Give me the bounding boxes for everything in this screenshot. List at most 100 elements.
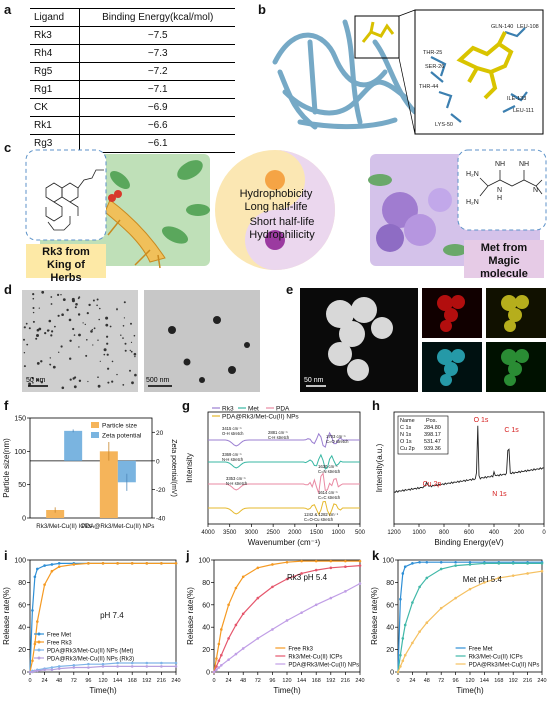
x-tick-label: 48 bbox=[424, 678, 430, 684]
data-point bbox=[43, 583, 46, 586]
panel-label-d: d bbox=[4, 282, 12, 297]
legend-label: PDA@Rk3/Met-Cu(II) NPs bbox=[288, 663, 359, 669]
x-tick-label: 168 bbox=[494, 678, 503, 684]
y2-tick-label: -20 bbox=[156, 487, 166, 494]
data-point bbox=[57, 565, 61, 569]
rk3-caption: Rk3 from King of Herbs bbox=[42, 246, 90, 284]
y-tick-label: 60 bbox=[202, 602, 210, 609]
peak-annotation: O-H stretch bbox=[222, 431, 244, 436]
data-point bbox=[130, 665, 134, 668]
data-point bbox=[130, 661, 134, 665]
svg-text:GLN-140: GLN-140 bbox=[491, 24, 513, 30]
spectrum-line bbox=[208, 431, 360, 448]
x-tick-label: 96 bbox=[85, 678, 91, 684]
y-tick-label: 50 bbox=[18, 482, 26, 489]
x-tick-label: 24 bbox=[409, 678, 415, 684]
data-point bbox=[483, 581, 486, 584]
tem-particle bbox=[62, 298, 66, 301]
x-tick-label: 600 bbox=[464, 530, 475, 536]
panel-label-a: a bbox=[4, 2, 12, 17]
haadf-particles bbox=[326, 297, 393, 381]
tem-particle bbox=[124, 349, 127, 352]
tem-particle bbox=[23, 326, 26, 329]
x-tick-label: 144 bbox=[113, 678, 122, 684]
peak-annotation: C=C stretch bbox=[318, 495, 341, 500]
y-tick-label: 80 bbox=[386, 580, 394, 587]
table-row: Rh4 −7.3 bbox=[30, 44, 235, 63]
tem-particle bbox=[28, 382, 32, 386]
chart-k: 0 20 40 60 80 100 0 24 48 72 96 120 144 168 192 216 240 T… bbox=[370, 558, 547, 696]
tem-particle bbox=[122, 325, 125, 327]
tem-particle bbox=[78, 379, 82, 382]
data-point bbox=[174, 562, 178, 565]
svg-text:H: H bbox=[497, 195, 502, 202]
tem-particle bbox=[111, 380, 114, 383]
table-row: Rg3 −6.1 bbox=[30, 134, 235, 153]
svg-text:SER-26: SER-26 bbox=[425, 64, 444, 70]
y-axis-label: Intensity bbox=[185, 453, 194, 483]
data-point bbox=[271, 628, 274, 631]
tem-particle bbox=[23, 365, 26, 368]
data-point bbox=[160, 562, 163, 565]
tem-particle bbox=[49, 357, 51, 359]
legend-marker bbox=[37, 632, 41, 636]
legend-label: Free Rk3 bbox=[47, 641, 72, 647]
ginseng-root-icon bbox=[104, 190, 166, 269]
x-tick-label: 1200 bbox=[387, 530, 401, 536]
plot-frame bbox=[29, 417, 153, 519]
x-tick-label: 500 bbox=[355, 530, 366, 536]
y-tick-label: 60 bbox=[18, 602, 26, 609]
data-point bbox=[285, 560, 289, 564]
tem-particles-2 bbox=[168, 316, 250, 383]
tem-particle bbox=[105, 323, 109, 327]
tem-particle bbox=[78, 346, 80, 348]
data-point bbox=[36, 567, 39, 571]
xps-spectrum bbox=[393, 425, 545, 493]
data-point bbox=[344, 559, 347, 563]
spectrum-line bbox=[208, 472, 360, 494]
tem-particle bbox=[96, 304, 98, 307]
ligand-cell: Rh4 bbox=[30, 44, 80, 63]
energy-cell: −7.3 bbox=[79, 44, 235, 63]
data-point bbox=[314, 559, 318, 563]
data-point bbox=[215, 668, 218, 672]
tem-particle bbox=[50, 334, 53, 337]
data-point bbox=[358, 582, 362, 585]
tem-particle bbox=[72, 377, 75, 380]
eds-mapping: 50 nm bbox=[300, 288, 546, 392]
tem-particle bbox=[26, 343, 29, 346]
y-tick-label: 150 bbox=[14, 416, 26, 423]
legend-label: Met bbox=[248, 406, 259, 413]
data-point bbox=[468, 563, 472, 566]
data-point bbox=[256, 566, 260, 570]
tem-particle bbox=[85, 354, 88, 357]
data-point bbox=[116, 562, 119, 565]
tem-particle bbox=[60, 345, 63, 348]
energy-cell: −6.1 bbox=[79, 134, 235, 153]
y-tick-label: 0 bbox=[390, 670, 394, 677]
tem-particle bbox=[41, 290, 45, 294]
y-tick-label: 100 bbox=[14, 449, 26, 456]
data-point bbox=[358, 559, 362, 563]
x-tick-label: 144 bbox=[480, 678, 489, 684]
panel-label-g: g bbox=[182, 398, 190, 413]
data-point bbox=[217, 659, 221, 663]
tem-particle bbox=[93, 327, 96, 330]
legend-marker bbox=[37, 648, 41, 652]
data-point bbox=[425, 560, 429, 564]
x-tick-label: 0 bbox=[28, 678, 31, 684]
scale-label-e: 50 nm bbox=[304, 377, 324, 384]
annotation: Rk3 pH 5.4 bbox=[287, 573, 328, 582]
x-tick-label: 168 bbox=[312, 678, 321, 684]
data-point bbox=[87, 662, 90, 666]
y-tick-label: 60 bbox=[386, 602, 394, 609]
y2-tick-label: 20 bbox=[156, 430, 164, 437]
x-tick-label: 48 bbox=[56, 678, 62, 684]
y-tick-label: 20 bbox=[18, 647, 26, 654]
data-point bbox=[50, 563, 54, 566]
tem-particle bbox=[130, 341, 133, 343]
tem-particle bbox=[77, 313, 81, 316]
docking-figure: GLN-140 LEU-108 THR-25 SER-26 THR-44 ILE… bbox=[272, 9, 544, 135]
data-point bbox=[256, 637, 260, 640]
tem-particle bbox=[130, 350, 133, 353]
